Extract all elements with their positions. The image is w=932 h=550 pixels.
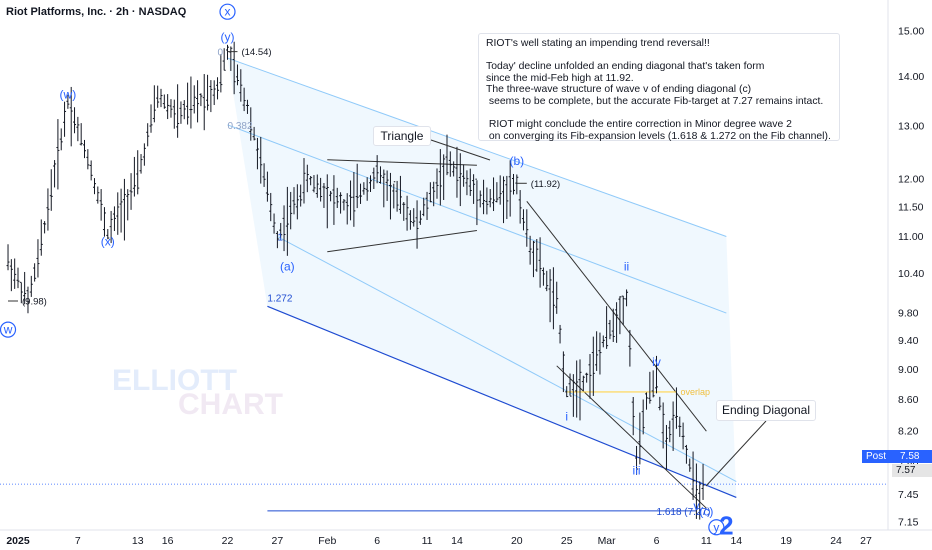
trendline-triangle-top bbox=[327, 159, 477, 166]
x-tick-label: 27 bbox=[272, 535, 284, 547]
y-tick-label: 7.15 bbox=[898, 516, 919, 528]
chart-title: Riot Platforms, Inc. · 2h · NASDAQ bbox=[6, 6, 187, 18]
wave-label: (x) bbox=[101, 235, 115, 249]
wave-circle bbox=[708, 519, 725, 536]
wave-label: (w) bbox=[60, 87, 77, 101]
trendline-channel-one bbox=[277, 236, 737, 482]
x-tick-label: 11 bbox=[701, 535, 712, 547]
post-label: Post bbox=[866, 451, 887, 462]
watermark-line2: CHART bbox=[178, 388, 283, 421]
y-tick-label: 8.20 bbox=[898, 426, 919, 438]
fib-channel-fill bbox=[227, 58, 737, 498]
x-tick-label: 25 bbox=[561, 535, 573, 547]
post-price-tag: Post 7.58 bbox=[862, 450, 932, 463]
y-tick-label: 15.00 bbox=[898, 25, 924, 37]
wave-label: iii bbox=[633, 464, 641, 478]
wave-label: w bbox=[3, 323, 13, 337]
wave-label: x bbox=[225, 5, 231, 19]
x-tick-label: 19 bbox=[780, 535, 792, 547]
wave-label: 2 bbox=[719, 510, 733, 540]
post-value: 7.58 bbox=[900, 451, 920, 462]
x-tick-label: 27 bbox=[860, 535, 872, 547]
x-tick-label: 14 bbox=[730, 535, 742, 547]
wave-circle bbox=[0, 321, 17, 338]
x-tick-label: 22 bbox=[222, 535, 234, 547]
analysis-note[interactable]: RIOT's well stating an impending trend r… bbox=[478, 33, 840, 142]
y-tick-label: 9.40 bbox=[898, 335, 919, 347]
y-tick-label: 12.00 bbox=[898, 173, 924, 185]
y-tick-label: 8.60 bbox=[898, 394, 919, 406]
watermark-line1: ELLIOTT bbox=[112, 364, 237, 397]
wave-label: (b) bbox=[509, 154, 524, 168]
x-tick-label: 6 bbox=[654, 535, 660, 547]
overlap-label: overlap bbox=[680, 387, 710, 397]
fib-label: 0.382 bbox=[228, 121, 253, 132]
x-tick-label: 11 bbox=[422, 535, 433, 547]
y-tick-label: 7.45 bbox=[898, 489, 919, 501]
x-tick-label: 6 bbox=[374, 535, 380, 547]
wave-label: i bbox=[565, 410, 568, 424]
x-tick-label: 20 bbox=[511, 535, 523, 547]
price-note-label: (11.92) bbox=[531, 179, 560, 190]
fib-label: 1 bbox=[277, 233, 283, 244]
price-axis bbox=[888, 0, 932, 530]
fib-label: 0 bbox=[218, 48, 224, 59]
x-tick-label: 16 bbox=[162, 535, 174, 547]
y-tick-label: 11.00 bbox=[898, 231, 924, 243]
wave-label: (c) bbox=[699, 504, 713, 518]
trendline-channel-upper bbox=[227, 57, 727, 237]
y-tick-label: 14.00 bbox=[898, 71, 924, 83]
y-tick-label: 9.00 bbox=[898, 364, 919, 376]
x-tick-label: 13 bbox=[132, 535, 144, 547]
y-tick-label: 10.40 bbox=[898, 268, 924, 280]
fib-label: 1.272 bbox=[267, 294, 292, 305]
wave-label: (a) bbox=[280, 259, 295, 273]
wave-label: y bbox=[713, 520, 719, 534]
ending-diagonal-pointer bbox=[705, 420, 767, 487]
x-tick-label: 2025 bbox=[6, 535, 30, 547]
y-tick-label: 13.00 bbox=[898, 120, 924, 132]
trendline-fib-1.272 bbox=[267, 305, 737, 498]
wave-label: v bbox=[693, 499, 699, 513]
price-note-label: (9.98) bbox=[22, 296, 47, 307]
trendline-triangle-bottom bbox=[327, 230, 477, 253]
fib-label: 1.618 (7.27) bbox=[656, 507, 710, 518]
x-tick-label: Feb bbox=[318, 535, 336, 547]
price-note-label: (14.54) bbox=[241, 47, 271, 58]
y-tick-label: 9.80 bbox=[898, 308, 919, 320]
x-tick-label: 7 bbox=[75, 535, 81, 547]
y-tick-label: 11.50 bbox=[898, 202, 924, 214]
wave-label: ii bbox=[624, 259, 629, 273]
triangle-pointer bbox=[430, 139, 491, 161]
ending-diagonal-callout[interactable]: Ending Diagonal bbox=[716, 400, 816, 421]
x-tick-label: Mar bbox=[598, 535, 617, 547]
wave-label: (y) bbox=[221, 30, 235, 44]
last-price-tag: 7.57 bbox=[892, 464, 932, 477]
wave-circle bbox=[219, 3, 236, 20]
x-tick-label: 24 bbox=[830, 535, 842, 547]
x-tick-label: 14 bbox=[451, 535, 463, 547]
triangle-callout[interactable]: Triangle bbox=[373, 126, 431, 146]
wave-label: iv bbox=[652, 355, 661, 369]
